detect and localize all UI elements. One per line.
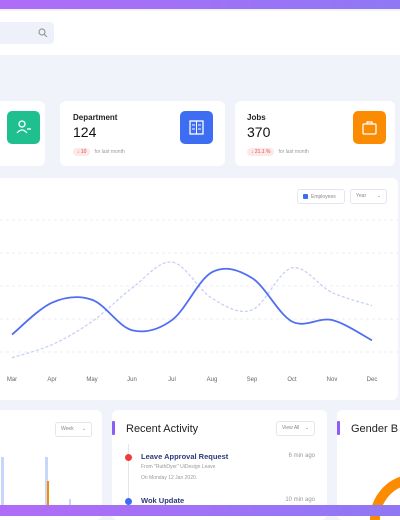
item-title[interactable]: Wok Update <box>141 496 185 505</box>
week-card: Week ⌄ <box>0 410 102 520</box>
stat-card: Jobs 370 ↓ 21.1 % for last month <box>235 101 395 166</box>
legend[interactable]: Employees <box>297 189 345 204</box>
change-badge: ↓ 21.1 % <box>247 148 275 156</box>
card-change: ↓ 21.1 % for last month <box>247 148 309 156</box>
x-tick-label: Oct <box>287 377 297 383</box>
bottom-bar <box>0 505 400 516</box>
chevron: ⌄ <box>81 426 86 432</box>
panel-title: Gender B <box>351 423 399 435</box>
change-note: for last month <box>278 149 309 155</box>
x-tick-label: Apr <box>47 377 56 383</box>
x-tick-label: Sep <box>247 377 258 383</box>
x-tick-label: May <box>86 377 97 383</box>
legend-swatch <box>303 194 308 199</box>
item-line: On Monday 12 Jan 2020. <box>141 475 198 481</box>
column <box>47 481 49 507</box>
week-dropdown[interactable]: Week ⌄ <box>55 422 92 437</box>
search-box[interactable] <box>0 22 54 44</box>
year-dropdown[interactable]: Year ⌄ <box>350 189 387 204</box>
x-tick-label: Nov <box>327 377 338 383</box>
change-value: 21.1 % <box>254 149 271 155</box>
chevron: ⌄ <box>304 425 309 431</box>
column <box>45 457 48 507</box>
item-time: 10 min ago <box>285 497 315 503</box>
x-tick-label: Aug <box>207 377 218 383</box>
legend-label: Employees <box>311 193 336 200</box>
x-tick-label: Jul <box>168 377 176 383</box>
accent <box>337 421 340 435</box>
line-series <box>11 267 373 342</box>
line-series <box>11 261 373 359</box>
item-line: From "RuthDyer" UiDesign Leave <box>141 464 216 470</box>
jobs-icon <box>353 111 386 144</box>
top-bar <box>0 0 400 9</box>
card-value: 370 <box>247 124 271 140</box>
card-value: 124 <box>73 124 97 140</box>
view-all[interactable]: View All ⌄ <box>276 421 315 436</box>
search-icon <box>38 28 48 38</box>
dot <box>125 498 132 505</box>
activity-card: Recent Activity View All ⌄ Leave Approval… <box>112 410 327 520</box>
accent <box>112 421 115 435</box>
x-tick-label: Jun <box>127 377 137 383</box>
stat-card: Department 124 ↓ 10 for last month <box>60 101 225 166</box>
dot <box>125 454 132 461</box>
item-title[interactable]: Leave Approval Request <box>141 452 229 461</box>
chevron: ⌄ <box>376 193 381 199</box>
item-time: 6 min ago <box>288 453 315 459</box>
department-icon <box>180 111 213 144</box>
gender-card: Gender B <box>337 410 400 520</box>
column <box>69 499 71 507</box>
change-value: 10 <box>80 149 87 155</box>
dropdown-label: View All <box>282 425 300 431</box>
card-change: ↓ 10 for last month <box>73 148 125 156</box>
change-badge: ↓ 10 <box>73 148 91 156</box>
card-title: Jobs <box>247 113 266 122</box>
header <box>0 11 400 55</box>
chart-card: Employees Year ⌄ <box>0 178 398 400</box>
card-title: Department <box>73 113 118 122</box>
line-chart: Mar Apr May Jun Jul Aug Sep Oct Nov Dec <box>0 219 398 383</box>
change-note: for last month <box>94 149 125 155</box>
employee-icon <box>7 111 40 144</box>
arrow: ↓ <box>251 149 255 155</box>
dropdown-label: Year <box>356 193 367 199</box>
column <box>1 457 4 507</box>
stat-card <box>0 101 45 166</box>
arrow: ↓ <box>77 149 81 155</box>
panel-title: Recent Activity <box>126 423 199 435</box>
x-tick-label: Mar <box>7 377 17 383</box>
timeline <box>128 444 129 502</box>
x-tick-label: Dec <box>367 377 378 383</box>
dropdown-label: Week <box>61 426 74 432</box>
